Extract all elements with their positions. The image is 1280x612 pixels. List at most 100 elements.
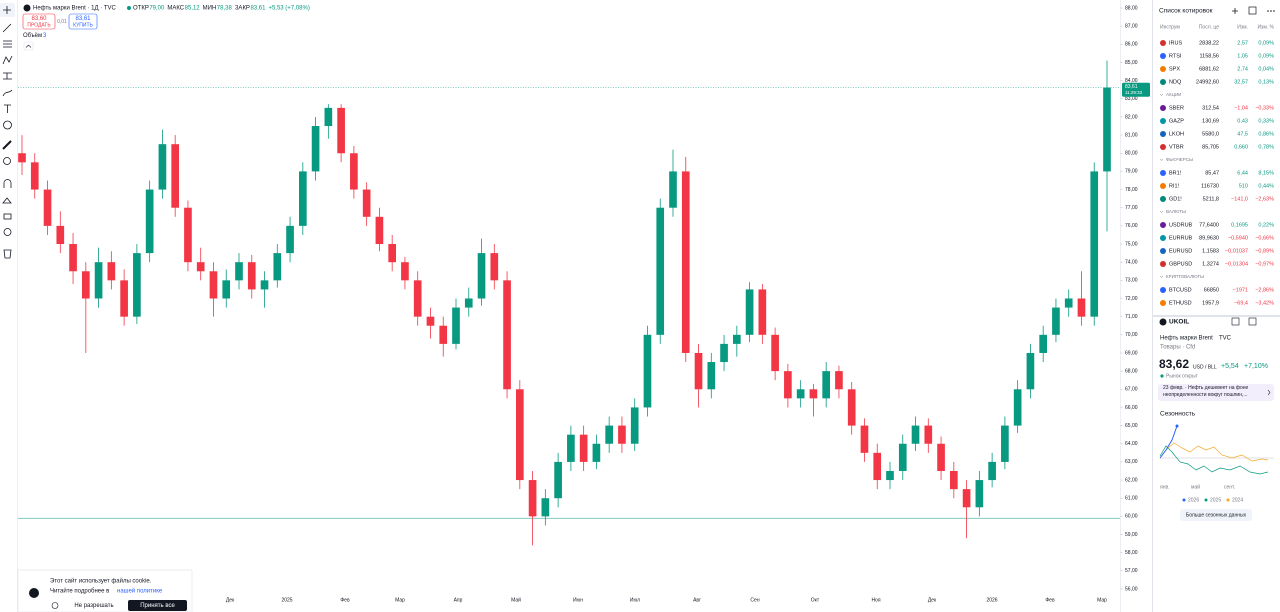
menu-button[interactable] (1267, 10, 1269, 12)
accept-button[interactable] (128, 600, 187, 611)
tool-delete[interactable] (3, 249, 12, 259)
details-price: 83,62 (1159, 357, 1189, 371)
collapse-button[interactable] (23, 41, 34, 51)
row-symbol[interactable]: SBER (1169, 105, 1184, 111)
row-symbol[interactable]: GBPUSD (1169, 261, 1192, 267)
candle-body (81, 271, 90, 299)
tool-stay[interactable] (2, 197, 12, 204)
symbol-icon (1160, 261, 1166, 267)
row-symbol[interactable]: IRUS (1169, 40, 1182, 46)
price-tick-label: 59,00 (1125, 532, 1138, 538)
candle-body (988, 461, 996, 481)
price-tick-label: 64,00 (1125, 441, 1138, 447)
season-current (1175, 424, 1179, 428)
row-symbol[interactable]: BR1! (1169, 170, 1182, 176)
decline-label: Не разрешать (74, 603, 113, 609)
row-symbol[interactable]: VTBR (1169, 144, 1184, 150)
row-change: −0,01304 (1225, 261, 1248, 267)
candle-body (69, 244, 77, 272)
row-symbol[interactable]: RI1! (1169, 183, 1180, 189)
row-symbol[interactable]: SPX (1169, 66, 1180, 72)
tool-cross[interactable] (3, 6, 11, 14)
tool-ruler[interactable] (2, 140, 12, 150)
row-symbol[interactable]: EURUSD (1169, 248, 1192, 254)
column-header: Изм. % (1257, 24, 1274, 30)
row-symbol[interactable]: GD1! (1169, 196, 1182, 202)
symbol-icon (1160, 105, 1166, 111)
layout-button[interactable] (1248, 6, 1257, 15)
last-price-label: 83,61 (1125, 84, 1138, 90)
candle-body (273, 253, 282, 281)
row-symbol[interactable]: BTCUSD (1169, 287, 1192, 293)
ohlc-label: МАКС (167, 6, 184, 12)
section-title: ВАЛЮТЫ (1166, 209, 1186, 214)
time-tick-label: Мар (1097, 597, 1107, 603)
row-last: 6881,62 (1199, 66, 1219, 72)
menu-button (1270, 10, 1272, 12)
row-last: 85,705 (1202, 144, 1219, 150)
details-edit[interactable] (1248, 317, 1257, 326)
row-symbol[interactable]: NDQ (1169, 79, 1182, 85)
tool-pattern[interactable] (2, 55, 13, 65)
details-name: Нефть марки Brent (1160, 336, 1213, 342)
price-tick-label: 67,00 (1125, 387, 1138, 393)
time-tick-label: Июн (573, 597, 583, 603)
seasonality-title: Сезонность (1160, 411, 1196, 418)
row-change: 0,660 (1234, 144, 1248, 150)
section-title: ФЬЮЧЕРСЫ (1166, 157, 1193, 162)
season-month: янв. (1160, 484, 1170, 490)
candle-body (464, 298, 473, 308)
row-symbol[interactable]: USDRUB (1169, 222, 1193, 228)
candle-body (1013, 389, 1022, 426)
tool-hide[interactable] (3, 228, 12, 236)
price-chart: 88,00 87,00 86,00 85,00 84,00 83,00 82,00 81,00… (18, 0, 1150, 612)
row-symbol[interactable]: LKOH (1169, 131, 1184, 137)
price-tick-label: 86,00 (1125, 42, 1138, 48)
buy-button[interactable] (68, 13, 98, 30)
decline-button[interactable] (63, 600, 125, 611)
tool-emoji[interactable] (3, 120, 12, 130)
tool-lock[interactable] (3, 213, 12, 220)
season-button[interactable] (1180, 509, 1252, 521)
row-last: 1158,56 (1200, 53, 1219, 59)
row-symbol[interactable]: RTSI (1169, 53, 1182, 59)
candle-body (720, 343, 728, 363)
section-title: АКЦИИ (1166, 92, 1181, 97)
section-chevron (1159, 210, 1164, 213)
row-symbol[interactable]: ETHUSD (1169, 300, 1192, 306)
news-box[interactable] (1158, 384, 1274, 401)
details-symbol: UKOIL (1169, 319, 1189, 326)
row-last: 130,69 (1202, 118, 1219, 124)
row-change-pct: 0,13% (1258, 79, 1274, 85)
legend-dot (1204, 498, 1208, 502)
candle-body (886, 470, 894, 481)
candle-body (158, 144, 167, 190)
row-change: 0,1695 (1231, 222, 1248, 228)
sell-price: 83,60 (31, 16, 47, 22)
row-last: 77,6400 (1199, 222, 1219, 228)
watchlist-title[interactable]: Список котировок (1159, 8, 1213, 15)
add-symbol[interactable] (1232, 8, 1238, 14)
row-symbol[interactable]: EURRUB (1169, 235, 1193, 241)
tool-zoom[interactable] (3, 157, 11, 165)
buy-price: 83,61 (75, 16, 91, 22)
row-change: 2,57 (1237, 40, 1248, 46)
column-header: Инструм (1160, 24, 1180, 30)
tool-brush[interactable] (2, 89, 13, 97)
sell-button[interactable] (22, 13, 56, 30)
cookie-settings[interactable] (51, 602, 59, 609)
tool-line[interactable] (2, 23, 12, 33)
tool-forecast[interactable] (3, 72, 12, 80)
cookie-link[interactable]: нашей политике (117, 588, 163, 595)
time-tick-label: 2026 (986, 597, 997, 603)
details-currency: USD / BLL (1193, 364, 1217, 370)
details-exchange: TVC (1219, 336, 1232, 342)
tool-fib[interactable] (3, 40, 12, 48)
row-last: 85,47 (1205, 170, 1219, 176)
tool-magnet[interactable] (3, 179, 12, 188)
tool-text[interactable] (4, 104, 11, 113)
candle-body (579, 434, 588, 462)
row-symbol[interactable]: GAZP (1169, 118, 1184, 124)
details-layout[interactable] (1231, 317, 1240, 326)
candle-body (592, 443, 601, 462)
